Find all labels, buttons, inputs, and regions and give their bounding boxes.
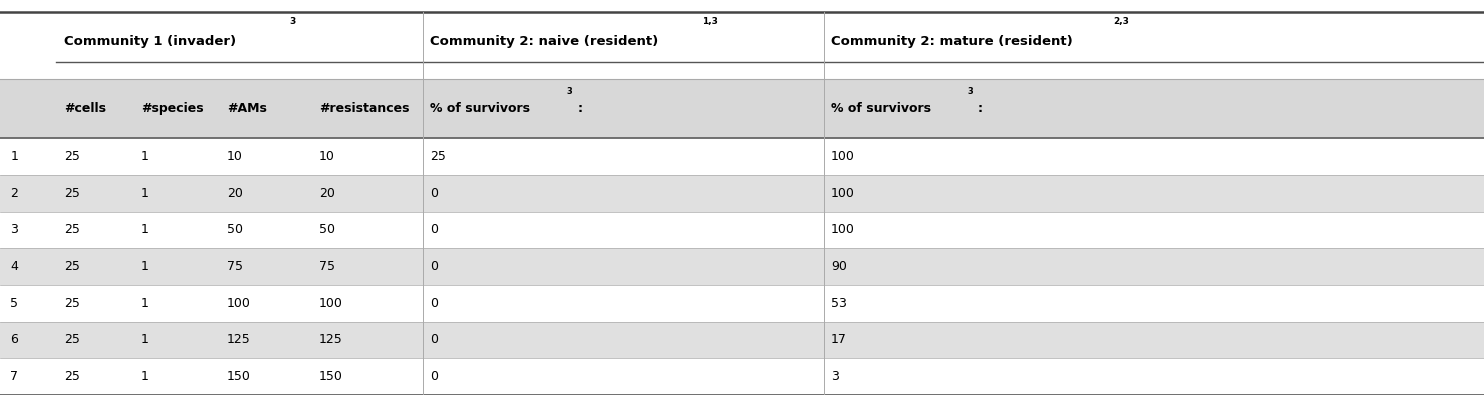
Bar bbox=[0, 12, 1484, 79]
Text: 1: 1 bbox=[141, 260, 148, 273]
Text: #cells: #cells bbox=[64, 102, 105, 115]
Text: 90: 90 bbox=[831, 260, 847, 273]
Text: 75: 75 bbox=[227, 260, 243, 273]
Text: 100: 100 bbox=[227, 297, 251, 310]
Text: 1: 1 bbox=[10, 150, 18, 163]
Text: 125: 125 bbox=[227, 333, 251, 346]
Text: #resistances: #resistances bbox=[319, 102, 410, 115]
Text: 25: 25 bbox=[64, 150, 80, 163]
Text: 1,3: 1,3 bbox=[702, 17, 718, 26]
Text: 25: 25 bbox=[430, 150, 447, 163]
Text: 1: 1 bbox=[141, 297, 148, 310]
Text: #AMs: #AMs bbox=[227, 102, 267, 115]
Bar bbox=[0, 138, 1484, 175]
Text: 100: 100 bbox=[831, 150, 855, 163]
Text: 10: 10 bbox=[319, 150, 335, 163]
Text: 0: 0 bbox=[430, 370, 438, 383]
Text: 25: 25 bbox=[64, 260, 80, 273]
Text: 1: 1 bbox=[141, 370, 148, 383]
Text: 25: 25 bbox=[64, 370, 80, 383]
Text: % of survivors: % of survivors bbox=[430, 102, 530, 115]
Bar bbox=[0, 285, 1484, 322]
Text: 0: 0 bbox=[430, 260, 438, 273]
Text: 2,3: 2,3 bbox=[1113, 17, 1129, 26]
Text: 0: 0 bbox=[430, 187, 438, 200]
Bar bbox=[0, 79, 1484, 138]
Text: 0: 0 bbox=[430, 297, 438, 310]
Text: 25: 25 bbox=[64, 297, 80, 310]
Text: 3: 3 bbox=[968, 87, 974, 96]
Text: 125: 125 bbox=[319, 333, 343, 346]
Text: 4: 4 bbox=[10, 260, 18, 273]
Text: 25: 25 bbox=[64, 224, 80, 237]
Text: #species: #species bbox=[141, 102, 203, 115]
Text: 100: 100 bbox=[319, 297, 343, 310]
Text: 50: 50 bbox=[319, 224, 335, 237]
Text: 1: 1 bbox=[141, 187, 148, 200]
Text: 50: 50 bbox=[227, 224, 243, 237]
Text: 7: 7 bbox=[10, 370, 18, 383]
Text: :: : bbox=[577, 102, 582, 115]
Text: 2: 2 bbox=[10, 187, 18, 200]
Text: 75: 75 bbox=[319, 260, 335, 273]
Text: 150: 150 bbox=[227, 370, 251, 383]
Text: 17: 17 bbox=[831, 333, 847, 346]
Text: 3: 3 bbox=[289, 17, 295, 26]
Text: 1: 1 bbox=[141, 150, 148, 163]
Bar bbox=[0, 358, 1484, 395]
Text: 53: 53 bbox=[831, 297, 847, 310]
Text: 5: 5 bbox=[10, 297, 18, 310]
Bar bbox=[0, 212, 1484, 248]
Text: Community 2: mature (resident): Community 2: mature (resident) bbox=[831, 35, 1073, 48]
Text: 0: 0 bbox=[430, 333, 438, 346]
Text: :: : bbox=[978, 102, 982, 115]
Text: 3: 3 bbox=[567, 87, 573, 96]
Text: 150: 150 bbox=[319, 370, 343, 383]
Text: Community 2: naive (resident): Community 2: naive (resident) bbox=[430, 35, 659, 48]
Text: 20: 20 bbox=[227, 187, 243, 200]
Text: 20: 20 bbox=[319, 187, 335, 200]
Text: 10: 10 bbox=[227, 150, 243, 163]
Text: 3: 3 bbox=[10, 224, 18, 237]
Text: 100: 100 bbox=[831, 224, 855, 237]
Bar bbox=[0, 175, 1484, 212]
Text: 25: 25 bbox=[64, 333, 80, 346]
Text: Community 1 (invader): Community 1 (invader) bbox=[64, 35, 236, 48]
Text: 1: 1 bbox=[141, 333, 148, 346]
Bar bbox=[0, 248, 1484, 285]
Text: 0: 0 bbox=[430, 224, 438, 237]
Text: 25: 25 bbox=[64, 187, 80, 200]
Text: % of survivors: % of survivors bbox=[831, 102, 930, 115]
Text: 100: 100 bbox=[831, 187, 855, 200]
Text: 1: 1 bbox=[141, 224, 148, 237]
Text: 3: 3 bbox=[831, 370, 838, 383]
Text: 6: 6 bbox=[10, 333, 18, 346]
Bar bbox=[0, 322, 1484, 358]
